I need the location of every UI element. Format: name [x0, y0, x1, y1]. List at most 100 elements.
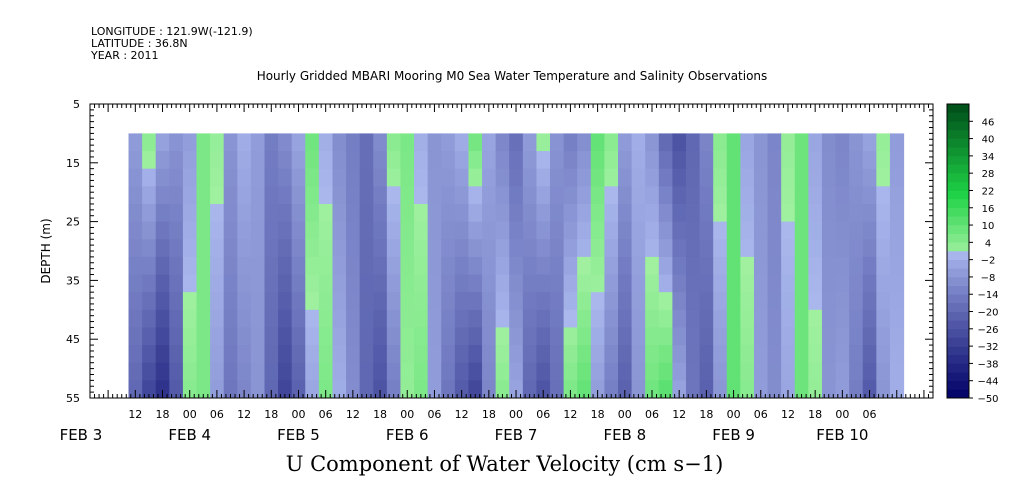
heat-cell [359, 133, 374, 152]
heat-cell [645, 186, 660, 205]
heat-cell [468, 309, 483, 329]
colorbar-label: −50 [977, 394, 998, 405]
heat-cell [889, 292, 905, 311]
heat-cell [223, 362, 238, 381]
heat-cell [563, 186, 578, 205]
heat-cell [767, 186, 782, 205]
heat-cell [414, 362, 429, 381]
heat-cell [264, 186, 279, 205]
heat-cell [454, 380, 470, 398]
heat-cell [169, 327, 184, 346]
heat-cell [577, 151, 592, 170]
heat-cell [373, 133, 388, 152]
heat-cell [441, 239, 456, 258]
heat-cell [726, 362, 741, 381]
heat-cell [250, 239, 266, 258]
heat-cell [577, 362, 592, 381]
heat-cell [182, 327, 198, 346]
heat-cell [468, 186, 483, 205]
heat-cell [386, 274, 402, 293]
x-tick-label: 12 [455, 408, 469, 421]
heat-cell [250, 151, 266, 170]
heat-cell [672, 309, 687, 329]
heat-cell [685, 168, 701, 187]
heat-cell [359, 239, 374, 258]
heat-cell [264, 221, 279, 240]
heat-cell [536, 362, 551, 381]
heat-cell [346, 274, 361, 293]
heat-cell [658, 203, 673, 223]
heat-cell [740, 203, 755, 223]
heat-cell [482, 203, 497, 223]
heat-cell [427, 380, 442, 398]
heat-cell [223, 168, 238, 187]
heat-cell [359, 292, 374, 311]
heat-cell [672, 133, 687, 152]
x-tick-label: 00 [835, 408, 849, 421]
heat-cell [835, 239, 850, 258]
heat-cell [821, 292, 837, 311]
heat-cell [210, 133, 225, 152]
colorbar-label: 34 [982, 152, 995, 163]
heat-cell [196, 274, 211, 293]
heat-cell [767, 309, 782, 329]
heat-cell [794, 186, 809, 205]
heat-cell [550, 292, 565, 311]
heat-cell [685, 221, 701, 240]
heat-cell [182, 292, 198, 311]
heat-cell [726, 203, 741, 223]
heat-cell [849, 292, 864, 311]
heat-cell [373, 256, 388, 276]
heat-cell [821, 168, 837, 187]
x-tick-label: 12 [781, 408, 795, 421]
heat-cell [794, 380, 809, 398]
colorbar-label: −14 [977, 290, 998, 301]
heat-cell [210, 362, 225, 381]
heat-cell [618, 151, 633, 170]
heat-cell [346, 327, 361, 346]
heat-cell [767, 362, 782, 381]
heat-cell [318, 151, 334, 170]
heat-cell [278, 327, 293, 346]
heat-cell [210, 203, 225, 223]
heat-cell [590, 309, 606, 329]
heat-cell [210, 292, 225, 311]
heat-cell [264, 239, 279, 258]
heat-cell [631, 380, 646, 398]
heat-cell [278, 362, 293, 381]
heat-cell [577, 345, 592, 364]
heat-cell [128, 203, 143, 223]
heat-cell [740, 168, 755, 187]
heat-cell [536, 380, 551, 398]
heat-cell [373, 380, 388, 398]
heat-cell [889, 151, 905, 170]
heat-cell [835, 168, 850, 187]
heat-cell [672, 256, 687, 276]
heat-cell [550, 133, 565, 152]
heatmap-cells [128, 133, 905, 398]
heat-cell [563, 168, 578, 187]
heat-cell [441, 203, 456, 223]
heat-cell [685, 345, 701, 364]
heat-cell [753, 239, 769, 258]
heat-cell [359, 203, 374, 223]
heat-cell [278, 151, 293, 170]
heat-cell [250, 221, 266, 240]
heat-cell [182, 186, 198, 205]
heat-cell [685, 292, 701, 311]
colorbar-swatch [947, 138, 969, 148]
colorbar-label: −20 [977, 308, 998, 319]
heat-cell [536, 256, 551, 276]
heat-cell [794, 151, 809, 170]
heat-cell [509, 274, 524, 293]
heat-cell [468, 362, 483, 381]
heat-cell [618, 221, 633, 240]
heat-cell [182, 256, 198, 276]
heat-cell [468, 239, 483, 258]
heat-cell [781, 221, 796, 240]
heat-cell [753, 309, 769, 329]
colorbar-label: 46 [982, 117, 995, 128]
heat-cell [400, 380, 415, 398]
heat-cell [400, 203, 415, 223]
colorbar-swatch [947, 259, 969, 269]
